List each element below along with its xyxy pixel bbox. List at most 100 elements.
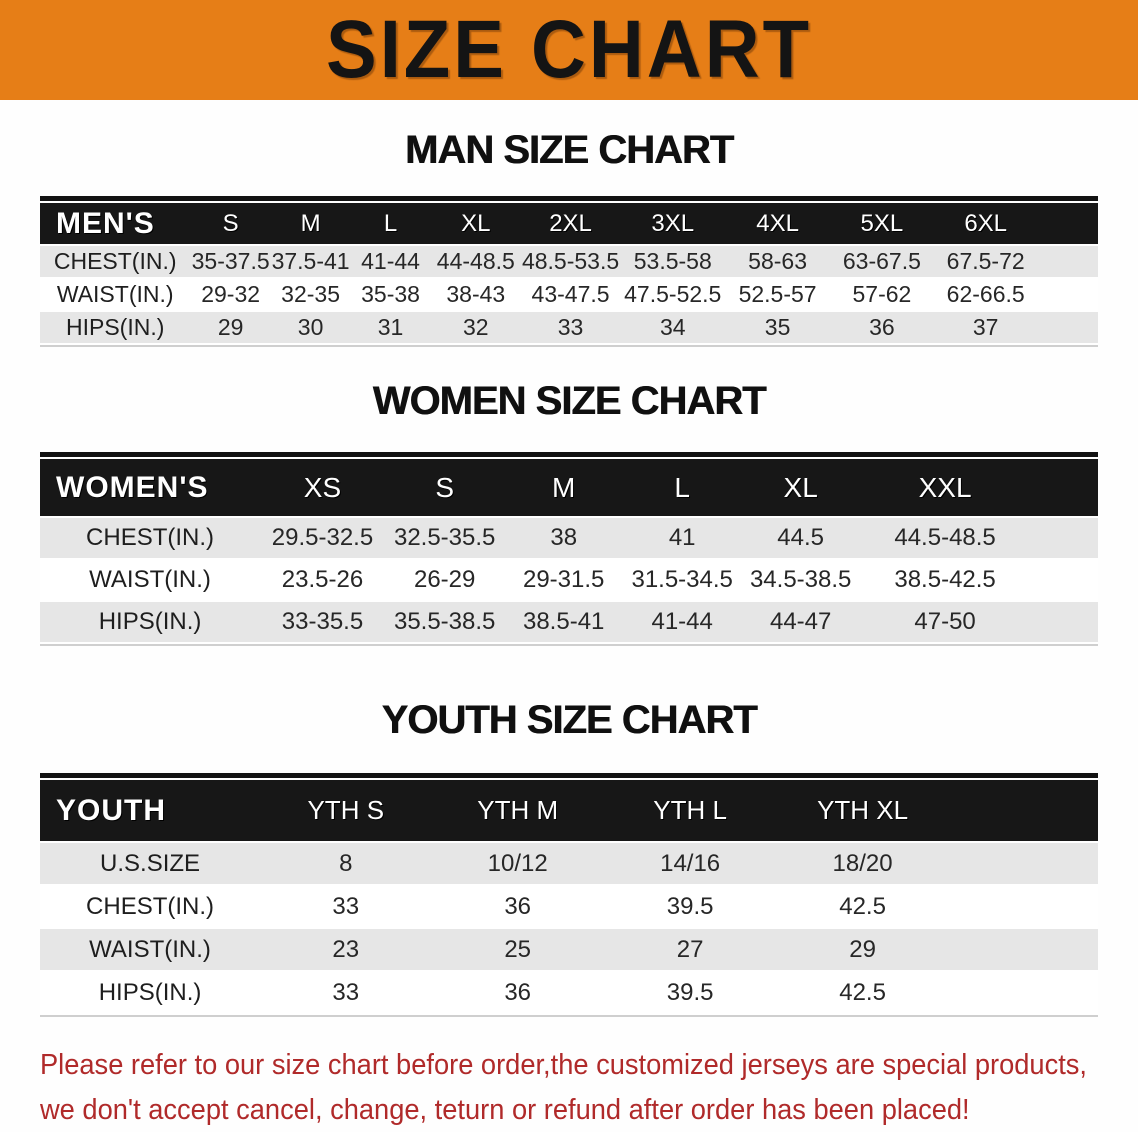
row-label: HIPS(IN.) (40, 971, 261, 1015)
table-cell: 57-62 (830, 278, 934, 312)
row-label: WAIST(IN.) (40, 278, 191, 312)
row-label: U.S.SIZE (40, 842, 261, 886)
column-header: XL (741, 459, 860, 518)
table-cell: 8 (260, 842, 432, 886)
table-cell: 35-38 (350, 278, 431, 312)
row-label: HIPS(IN.) (40, 601, 261, 644)
section-title-women: WOMEN SIZE CHART (372, 379, 767, 423)
row-label: WAIST(IN.) (40, 559, 261, 602)
table-cell: 33 (260, 885, 432, 929)
table-cell (1030, 559, 1098, 602)
table-cell: 41 (622, 517, 742, 560)
table-cell (1037, 311, 1098, 345)
column-header: YTH L (603, 780, 777, 843)
table-cell: 58-63 (725, 245, 831, 279)
table-cell: 44.5 (741, 517, 860, 560)
size-table-grid: WOMEN'S XS S M L XL XXL CHEST(IN.) 29.5-32.5 32.5… (40, 459, 1098, 644)
row-label: WAIST(IN.) (40, 928, 261, 972)
note-line-1: Please refer to our size chart before or… (40, 1049, 1087, 1081)
table-cell: 42.5 (776, 885, 949, 929)
table-cell: 29 (776, 928, 949, 972)
table-cell (1037, 278, 1098, 312)
table-cell (948, 885, 1098, 929)
size-table-grid: MEN'S S M L XL 2XL 3XL 4XL 5XL 6XL CHEST(IN.) 35-37… (40, 203, 1098, 345)
table-cell: 10/12 (431, 842, 604, 886)
banner: SIZE CHART (0, 0, 1138, 100)
table-cell: 14/16 (603, 842, 777, 886)
table-cell: 33 (520, 311, 621, 345)
table-cell: 31.5-34.5 (622, 559, 742, 602)
womens-size-table: WOMEN'S XS S M L XL XXL CHEST(IN.) 29.5-32.5 32.5… (40, 452, 1098, 646)
column-header: L (350, 203, 431, 246)
table-cell: 29-32 (190, 278, 271, 312)
table-cell: 39.5 (603, 971, 777, 1015)
table-row: CHEST(IN.) 33 36 39.5 42.5 (40, 885, 1098, 929)
table-corner-label: MEN'S (40, 203, 191, 246)
section-title-youth: YOUTH SIZE CHART (381, 698, 757, 742)
section-men: MAN SIZE CHART MEN'S S M L XL 2XL 3XL 4XL 5XL 6XL… (0, 126, 1138, 347)
disclaimer-note: Please refer to our size chart before or… (40, 1043, 1138, 1132)
section-title-men: MAN SIZE CHART (404, 128, 734, 172)
table-cell: 47.5-52.5 (620, 278, 726, 312)
table-cell: 26-29 (384, 559, 505, 602)
table-header-row: YOUTH YTH S YTH M YTH L YTH XL (40, 780, 1098, 843)
column-header: 6XL (933, 203, 1038, 246)
table-cell: 30 (270, 311, 351, 345)
table-cell (948, 842, 1098, 886)
table-cell: 41-44 (622, 601, 742, 644)
column-header: YTH S (260, 780, 432, 843)
table-cell: 38.5-42.5 (859, 559, 1031, 602)
row-label: CHEST(IN.) (40, 245, 191, 279)
table-cell: 43-47.5 (520, 278, 621, 312)
table-cell: 33-35.5 (260, 601, 385, 644)
table-cell: 32.5-35.5 (384, 517, 505, 560)
table-cell: 44-47 (741, 601, 860, 644)
column-header: L (622, 459, 742, 518)
table-row: HIPS(IN.) 33 36 39.5 42.5 (40, 971, 1098, 1015)
table-cell: 37 (933, 311, 1038, 345)
table-cell: 18/20 (776, 842, 949, 886)
table-cell: 38-43 (430, 278, 521, 312)
column-header: 3XL (620, 203, 726, 246)
row-label: CHEST(IN.) (40, 517, 261, 560)
table-cell: 23.5-26 (260, 559, 385, 602)
column-header (948, 780, 1098, 843)
note-line-2: we don't accept cancel, change, teturn o… (40, 1094, 970, 1126)
column-header: S (384, 459, 505, 518)
column-header: YTH XL (776, 780, 949, 843)
column-header: YTH M (431, 780, 604, 843)
column-header: 4XL (725, 203, 831, 246)
section-women: WOMEN SIZE CHART WOMEN'S XS S M L XL XXL CHEST(… (0, 377, 1138, 646)
table-cell: 47-50 (859, 601, 1031, 644)
column-header: XXL (859, 459, 1031, 518)
column-header: M (270, 203, 351, 246)
table-row: WAIST(IN.) 23 25 27 29 (40, 928, 1098, 972)
column-header: XL (430, 203, 521, 246)
table-cell: 67.5-72 (933, 245, 1038, 279)
table-cell: 23 (260, 928, 432, 972)
table-cell: 25 (431, 928, 604, 972)
row-label: CHEST(IN.) (40, 885, 261, 929)
table-cell (1037, 245, 1098, 279)
banner-title: SIZE CHART (326, 3, 812, 96)
column-header: M (504, 459, 623, 518)
table-row: U.S.SIZE 8 10/12 14/16 18/20 (40, 842, 1098, 886)
table-cell (948, 928, 1098, 972)
table-cell: 36 (830, 311, 934, 345)
table-cell: 63-67.5 (830, 245, 934, 279)
table-cell: 39.5 (603, 885, 777, 929)
table-cell: 48.5-53.5 (520, 245, 621, 279)
table-cell: 41-44 (350, 245, 431, 279)
table-cell: 29-31.5 (504, 559, 623, 602)
table-cell: 34 (620, 311, 726, 345)
section-youth: YOUTH SIZE CHART YOUTH YTH S YTH M YTH L YTH… (0, 696, 1138, 1017)
column-header: S (190, 203, 271, 246)
table-cell: 52.5-57 (725, 278, 831, 312)
column-header (1037, 203, 1098, 246)
table-row: CHEST(IN.) 29.5-32.5 32.5-35.5 38 41 44.5 44.5… (40, 517, 1098, 560)
table-row: WAIST(IN.) 29-32 32-35 35-38 38-43 43-47.5 47.… (40, 278, 1098, 312)
table-cell: 32-35 (270, 278, 351, 312)
table-row: WAIST(IN.) 23.5-26 26-29 29-31.5 31.5-34.5 34… (40, 559, 1098, 602)
table-cell: 35.5-38.5 (384, 601, 505, 644)
table-cell: 37.5-41 (270, 245, 351, 279)
